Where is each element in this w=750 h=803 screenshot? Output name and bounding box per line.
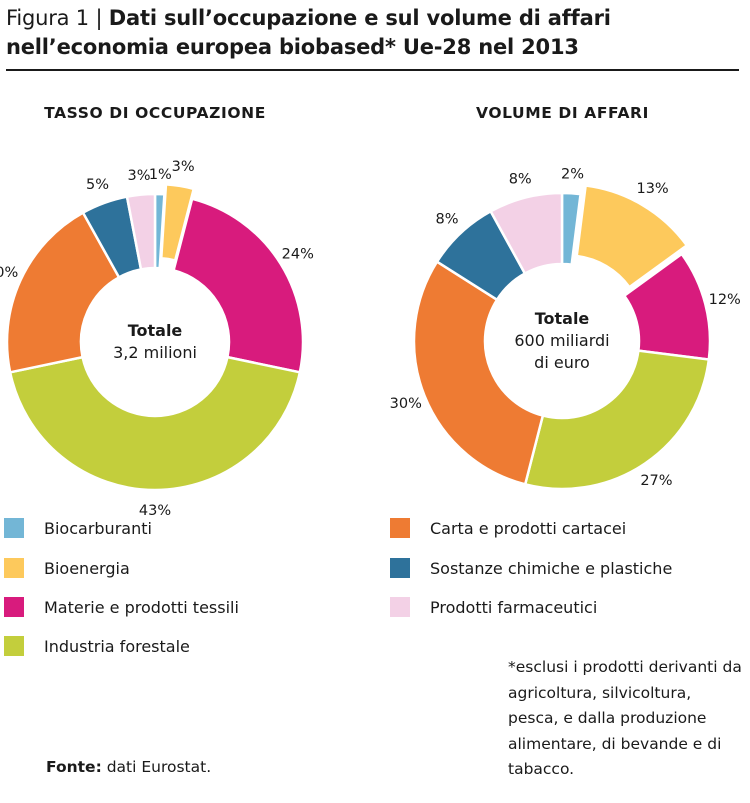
- legend-swatch: [4, 636, 24, 656]
- value-label-carta-e-prodotti-cartacei: 20%: [0, 265, 18, 281]
- legend-label: Materie e prodotti tessili: [44, 597, 239, 617]
- legend-label: Sostanze chimiche e plastiche: [430, 558, 673, 578]
- value-label-biocarburanti: 1%: [149, 167, 172, 183]
- value-label-prodotti-farmaceutici: 3%: [128, 168, 151, 184]
- figure-heading: Dati sull’occupazione e sul volume di af…: [6, 6, 611, 59]
- legend-label: Industria forestale: [44, 636, 190, 656]
- figure-title: Figura 1 | Dati sull’occupazione e sul v…: [6, 4, 741, 62]
- center-label-value: 600 miliardi: [514, 331, 609, 350]
- legend-item-sostanze-chimiche-e-plastiche: Sostanze chimiche e plastiche: [390, 556, 672, 580]
- donut-occupazione: 1%3% 24% 43% 20% 5% 3% Totale 3,2 milioni: [0, 159, 314, 519]
- value-label-industria-forestale: 27%: [640, 473, 672, 489]
- legend-label: Bioenergia: [44, 558, 130, 578]
- legend-item-prodotti-farmaceutici: Prodotti farmaceutici: [390, 595, 597, 619]
- legend-item-materie-e-prodotti-tessili: Materie e prodotti tessili: [4, 595, 239, 619]
- legend-item-industria-forestale: Industria forestale: [4, 634, 190, 658]
- chart-title-affari: VOLUME DI AFFARI: [476, 104, 649, 122]
- figure-number: Figura 1 |: [6, 6, 109, 30]
- donut-affari: 2% 13% 12% 27% 30% 8% 8% Totale 600 miliardi di e…: [390, 166, 741, 491]
- source-note: Fonte: dati Eurostat.: [46, 758, 211, 776]
- slice-prodotti-farmaceutici: [125, 192, 157, 271]
- legend-item-carta-e-prodotti-cartacei: Carta e prodotti cartacei: [390, 516, 626, 540]
- slice-prodotti-farmaceutici: [489, 191, 564, 276]
- slice-carta-e-prodotti-cartacei: [412, 259, 545, 486]
- title-rule: [6, 69, 739, 71]
- value-label-sostanze-chimiche-e-plastiche: 8%: [435, 212, 458, 228]
- center-label-total: Totale: [128, 321, 183, 340]
- footnote: *esclusi i prodotti derivanti da agricol…: [508, 658, 742, 778]
- value-label-prodotti-farmaceutici: 8%: [509, 171, 532, 187]
- center-label-unit: di euro: [534, 353, 590, 372]
- legend-label: Carta e prodotti cartacei: [430, 518, 627, 538]
- slice-industria-forestale: [8, 355, 302, 492]
- value-label-sostanze-chimiche-e-plastiche: 5%: [86, 177, 109, 193]
- value-label-bioenergia: 13%: [636, 181, 668, 197]
- value-label-materie-e-prodotti-tessili: 12%: [709, 292, 741, 308]
- chart-title-occupazione: TASSO DI OCCUPAZIONE: [44, 104, 266, 122]
- value-label-bioenergia: 3%: [172, 159, 195, 175]
- legend-swatch: [4, 518, 24, 538]
- source-text: dati Eurostat.: [101, 758, 212, 776]
- value-label-materie-e-prodotti-tessili: 24%: [282, 246, 314, 262]
- legend-swatch: [390, 597, 410, 617]
- slice-carta-e-prodotti-cartacei: [5, 210, 121, 374]
- legend-item-bioenergia: Bioenergia: [4, 556, 130, 580]
- legend-label: Biocarburanti: [44, 518, 152, 538]
- legend-swatch: [390, 558, 410, 578]
- center-label-value: 3,2 milioni: [113, 343, 197, 362]
- slice-industria-forestale: [523, 349, 711, 491]
- legend-label: Prodotti farmaceutici: [430, 597, 598, 617]
- value-label-industria-forestale: 43%: [139, 503, 171, 519]
- center-label-total: Totale: [535, 309, 590, 328]
- source-label: Fonte:: [46, 758, 102, 776]
- legend-swatch: [4, 597, 24, 617]
- value-label-carta-e-prodotti-cartacei: 30%: [390, 396, 422, 412]
- slice-materie-e-prodotti-tessili: [172, 197, 305, 374]
- value-label-biocarburanti: 2%: [561, 166, 584, 182]
- legend-swatch: [4, 558, 24, 578]
- legend-swatch: [390, 518, 410, 538]
- slice-bioenergia: [575, 184, 689, 289]
- legend-item-biocarburanti: Biocarburanti: [4, 516, 152, 540]
